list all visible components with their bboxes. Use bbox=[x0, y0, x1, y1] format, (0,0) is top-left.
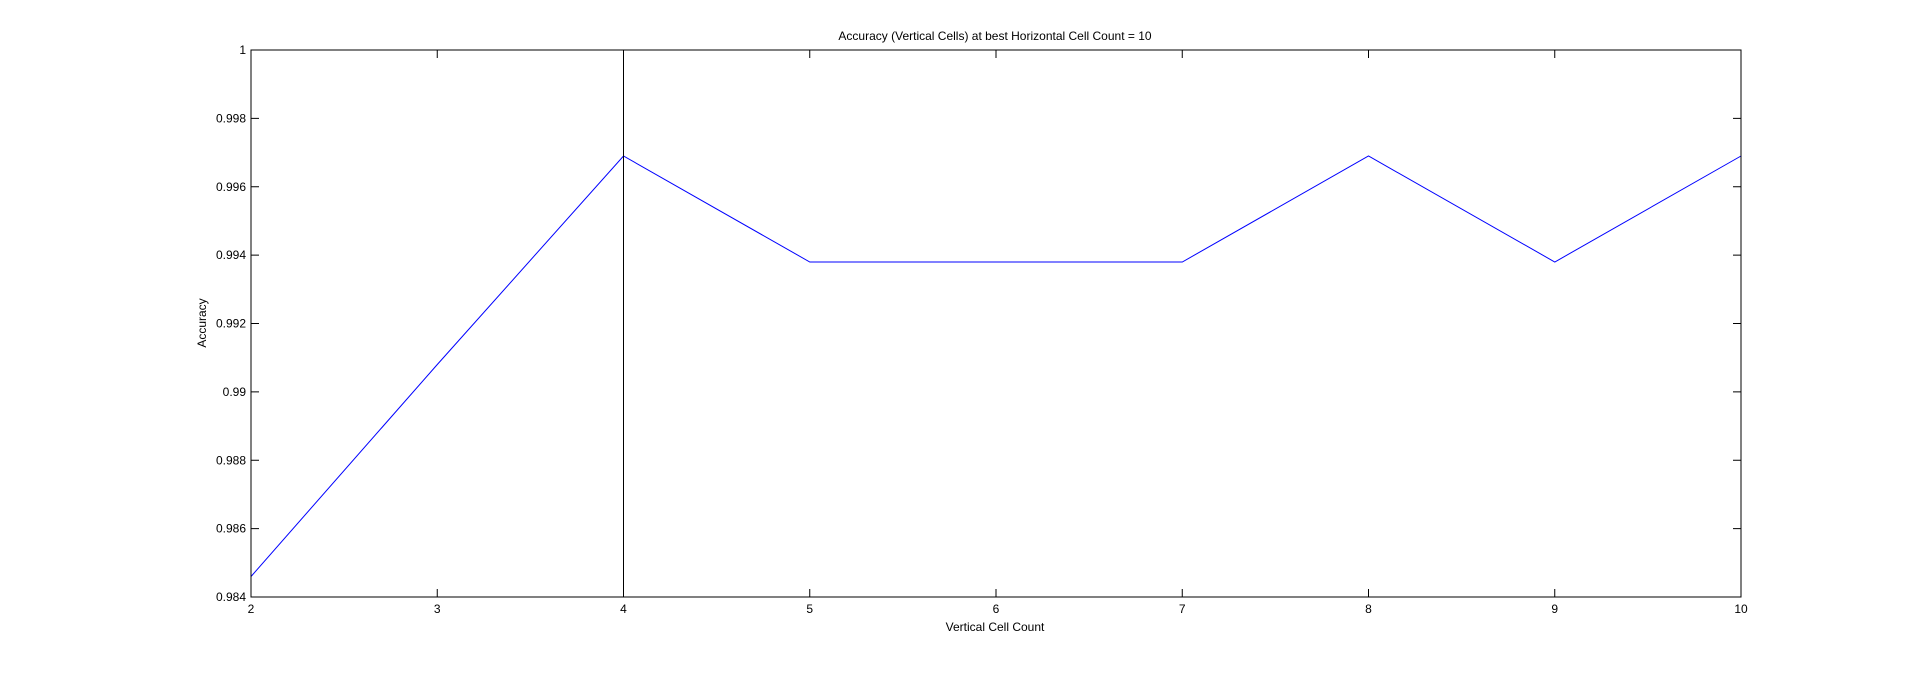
y-tick-label: 0.984 bbox=[216, 590, 246, 604]
x-tick-label: 9 bbox=[1551, 602, 1558, 616]
series-line-0 bbox=[250, 155, 1742, 577]
y-tick-label: 0.996 bbox=[216, 180, 246, 194]
y-tick-label: 0.992 bbox=[216, 317, 246, 331]
x-tick-label: 3 bbox=[434, 602, 441, 616]
x-tick-label: 4 bbox=[620, 602, 627, 616]
y-tick-label: 0.986 bbox=[216, 522, 246, 536]
x-tick-label: 7 bbox=[1179, 602, 1186, 616]
axes-frame bbox=[250, 49, 1742, 598]
x-tick-label: 2 bbox=[248, 602, 255, 616]
x-tick-label: 8 bbox=[1365, 602, 1372, 616]
x-tick-label: 5 bbox=[806, 602, 813, 616]
x-tick-label: 6 bbox=[993, 602, 1000, 616]
chart-title: Accuracy (Vertical Cells) at best Horizo… bbox=[838, 29, 1151, 43]
x-axis-label: Vertical Cell Count bbox=[946, 620, 1045, 634]
plot-area bbox=[251, 50, 1741, 597]
y-tick-label: 0.99 bbox=[223, 385, 247, 399]
y-tick-label: 0.988 bbox=[216, 453, 246, 467]
y-axis-label: Accuracy bbox=[195, 298, 209, 347]
x-tick-label: 10 bbox=[1734, 602, 1748, 616]
y-tick-label: 0.994 bbox=[216, 248, 246, 262]
y-tick-label: 1 bbox=[239, 43, 246, 57]
y-tick-label: 0.998 bbox=[216, 111, 246, 125]
